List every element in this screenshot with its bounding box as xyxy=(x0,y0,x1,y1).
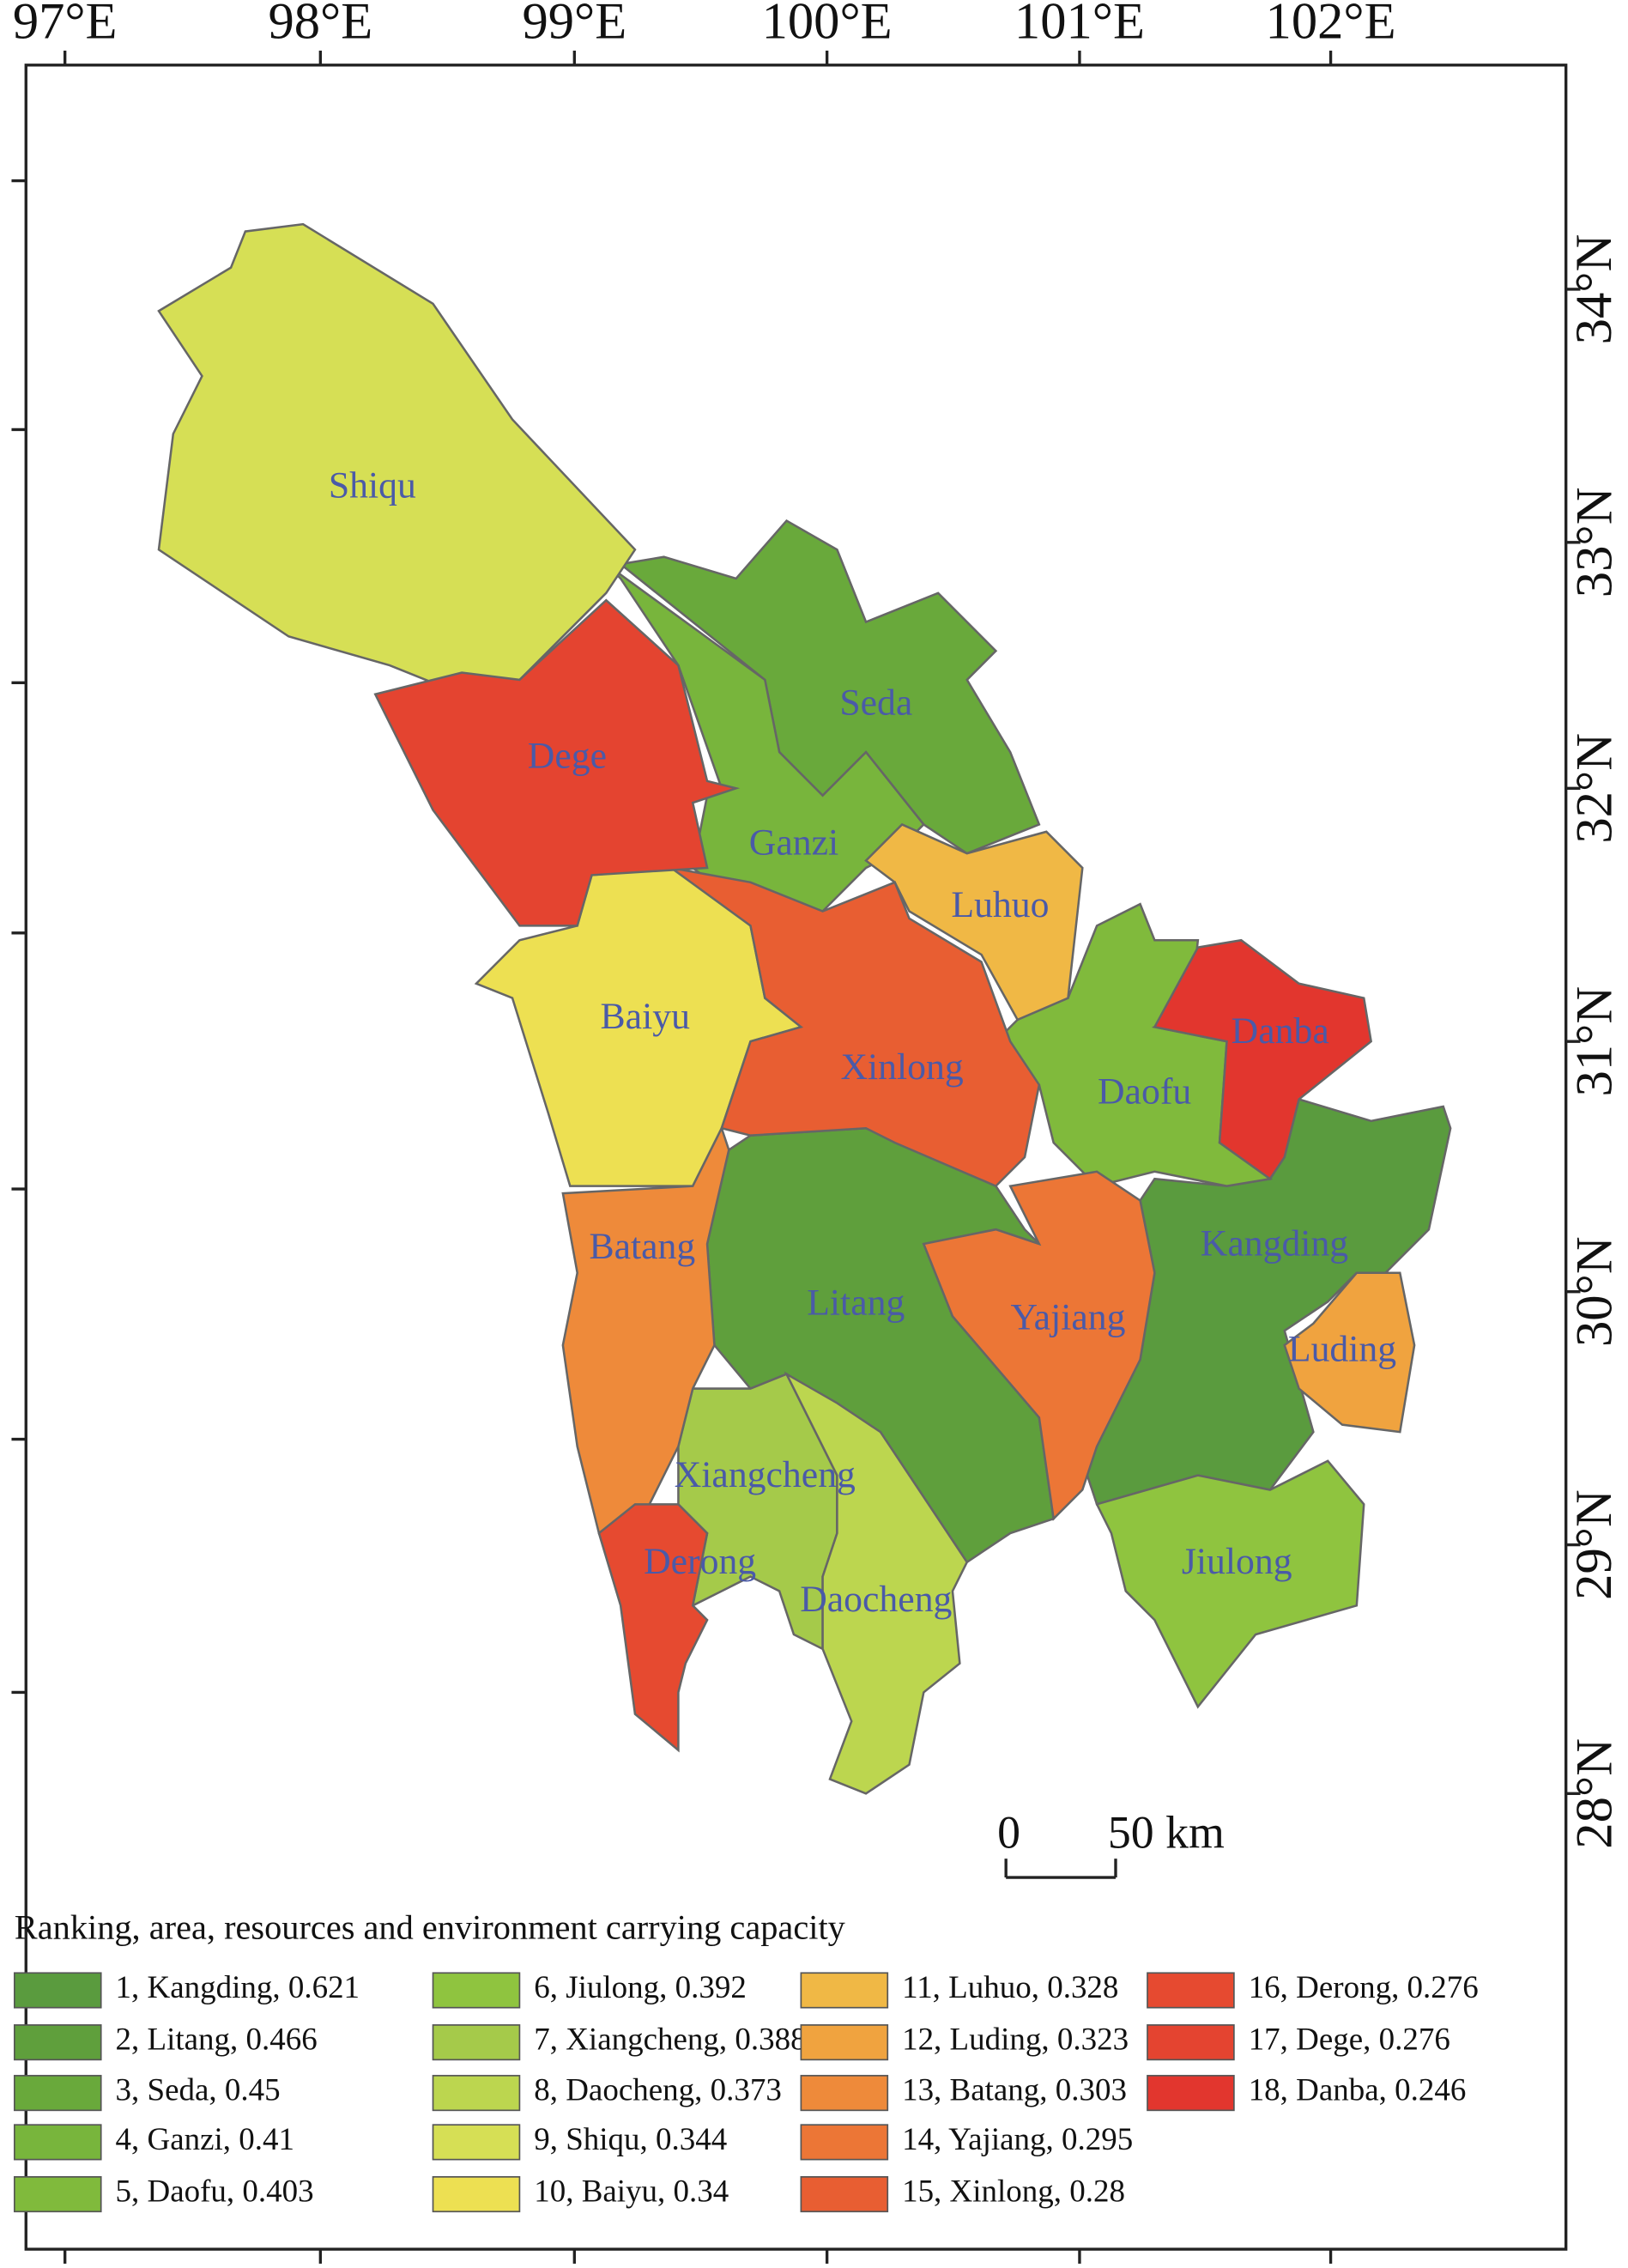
legend-label: 4, Ganzi, 0.41 xyxy=(116,2122,294,2157)
county xyxy=(784,1371,969,1795)
map-frame xyxy=(24,64,1568,2251)
legend-label: 10, Baiyu, 0.34 xyxy=(534,2174,729,2210)
legend-swatch xyxy=(800,2024,889,2061)
legend-label: 14, Yajiang, 0.295 xyxy=(902,2122,1133,2157)
county xyxy=(1153,938,1373,1181)
legend-title: Ranking, area, resources and environment… xyxy=(15,1908,846,1947)
legend-swatch xyxy=(432,1972,521,2009)
legend-label: 3, Seda, 0.45 xyxy=(116,2073,281,2108)
legend-label: 17, Dege, 0.276 xyxy=(1249,2022,1450,2058)
lon-label: 102°E xyxy=(1266,0,1396,50)
county-label: Yajiang xyxy=(1010,1296,1125,1337)
legend-swatch xyxy=(800,1972,889,2009)
legend-label: 12, Luding, 0.323 xyxy=(902,2022,1129,2058)
legend-swatch xyxy=(1147,2075,1235,2112)
county xyxy=(157,222,637,696)
county-label: Baiyu xyxy=(601,996,691,1037)
county-label: Xiangcheng xyxy=(675,1454,856,1495)
county xyxy=(597,1503,709,1753)
legend-swatch xyxy=(800,2176,889,2213)
regions xyxy=(157,222,1452,1795)
legend-label: 2, Litang, 0.466 xyxy=(116,2022,318,2058)
county xyxy=(670,866,1041,1188)
county xyxy=(922,1170,1156,1521)
legend-label: 1, Kangding, 0.621 xyxy=(116,1970,360,2005)
county-label: Luhuo xyxy=(951,884,1049,925)
legend-swatch xyxy=(1147,1972,1235,2009)
legend-label: 6, Jiulong, 0.392 xyxy=(534,1970,747,2005)
county-label: Litang xyxy=(807,1283,905,1324)
legend-swatch xyxy=(13,1972,102,2009)
lon-label: 97°E xyxy=(13,0,118,50)
legend-swatch xyxy=(1147,2024,1235,2061)
county-label: Xinlong xyxy=(840,1046,963,1088)
legend-swatch xyxy=(13,2176,102,2213)
county-label: Danba xyxy=(1232,1010,1329,1052)
county xyxy=(1283,1271,1416,1434)
legend-label: 16, Derong, 0.276 xyxy=(1249,1970,1479,2005)
county-label: Jiulong xyxy=(1182,1541,1292,1582)
legend-swatch xyxy=(432,2176,521,2213)
legend-swatch xyxy=(13,2124,102,2161)
legend-swatch xyxy=(800,2075,889,2112)
county-label: Seda xyxy=(839,682,912,723)
county-label: Dege xyxy=(528,736,607,777)
county-label: Daocheng xyxy=(800,1579,952,1620)
county xyxy=(605,563,926,913)
county xyxy=(864,822,1084,1022)
county-label: Ganzi xyxy=(749,822,838,864)
legend-label: 5, Daofu, 0.403 xyxy=(116,2174,314,2210)
legend-label: 18, Danba, 0.246 xyxy=(1249,2073,1467,2108)
legend-swatch xyxy=(432,2024,521,2061)
county-label: Shiqu xyxy=(329,465,416,506)
county-label: Kangding xyxy=(1201,1222,1349,1264)
legend-label: 11, Luhuo, 0.328 xyxy=(902,1970,1118,2005)
county xyxy=(1095,1459,1365,1709)
legend-swatch xyxy=(13,2075,102,2112)
scale-end: 50 km xyxy=(1108,1806,1225,1858)
lon-label: 100°E xyxy=(762,0,893,50)
legend-swatch xyxy=(800,2124,889,2161)
county-label: Luding xyxy=(1288,1328,1396,1369)
county-label: Derong xyxy=(644,1541,756,1582)
lon-label: 98°E xyxy=(268,0,372,50)
legend-label: 13, Batang, 0.303 xyxy=(902,2073,1127,2108)
county xyxy=(373,598,741,927)
county-label: Daofu xyxy=(1098,1071,1191,1113)
legend-label: 15, Xinlong, 0.28 xyxy=(902,2174,1125,2210)
legend-label: 7, Xiangcheng, 0.388 xyxy=(534,2022,806,2058)
lon-label: 101°E xyxy=(1014,0,1145,50)
scale-start: 0 xyxy=(997,1806,1020,1858)
legend-swatch xyxy=(13,2024,102,2061)
legend-swatch xyxy=(432,2124,521,2161)
legend-label: 9, Shiqu, 0.344 xyxy=(534,2122,727,2157)
county-label: Batang xyxy=(589,1226,695,1267)
county xyxy=(561,1125,730,1535)
legend-label: 8, Daocheng, 0.373 xyxy=(534,2073,782,2108)
lon-label: 99°E xyxy=(522,0,626,50)
legend-swatch xyxy=(432,2075,521,2112)
